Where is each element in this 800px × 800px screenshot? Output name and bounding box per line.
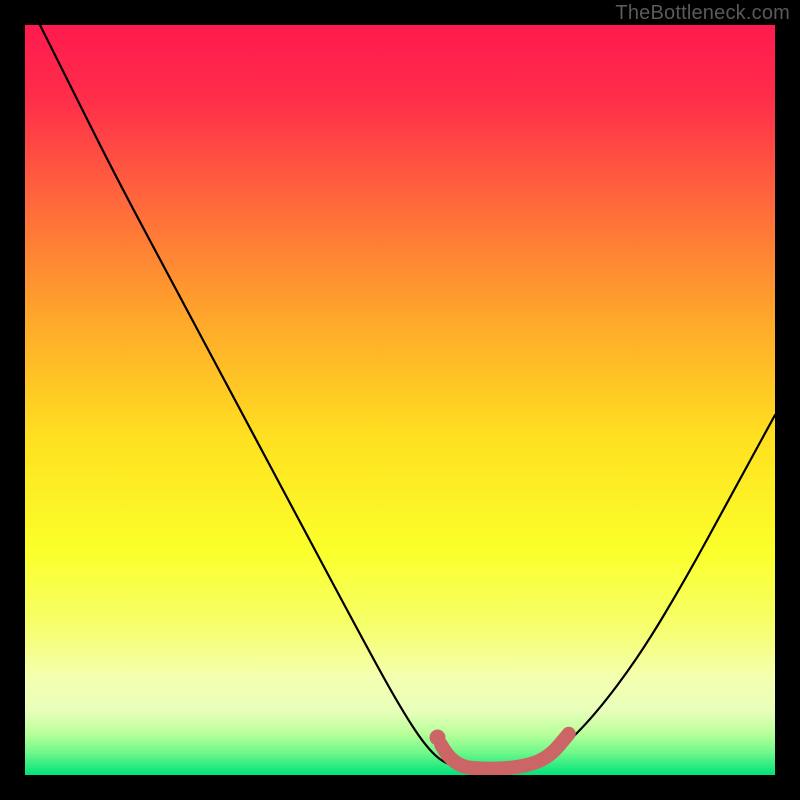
gradient-background (25, 25, 775, 775)
watermark-text: TheBottleneck.com (615, 2, 790, 25)
chart-stage: TheBottleneck.com (0, 0, 800, 800)
chart-svg (25, 25, 775, 775)
highlight-dot (430, 730, 446, 746)
plot-area (25, 25, 775, 775)
